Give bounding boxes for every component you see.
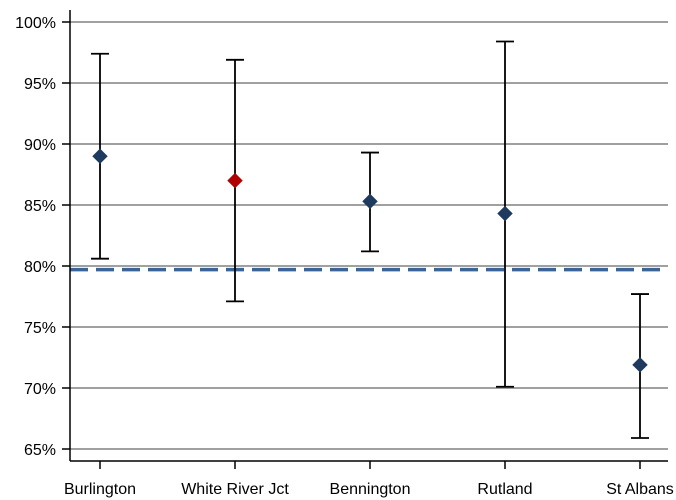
- error-bars: [91, 40, 649, 439]
- x-tick-label: Burlington: [64, 481, 136, 498]
- y-tick-label: 85%: [24, 198, 56, 215]
- x-tick-label: Rutland: [477, 481, 532, 498]
- data-point: [497, 205, 513, 222]
- data-point: [362, 193, 378, 210]
- data-point: [632, 357, 648, 373]
- x-ticks: Burlington White River Jct Bennington Rutla…: [64, 461, 674, 498]
- y-tick-label: 95%: [24, 76, 56, 93]
- y-ticks: 65% 70% 75% 80% 85% 90% 95% 100%: [15, 15, 70, 459]
- data-point: [92, 148, 108, 164]
- y-tick-label: 80%: [24, 259, 56, 276]
- data-point: [227, 172, 243, 189]
- y-tick-label: 100%: [15, 15, 56, 32]
- y-tick-label: 70%: [24, 381, 56, 398]
- y-tick-label: 75%: [24, 320, 56, 337]
- x-tick-label: White River Jct: [181, 481, 289, 498]
- x-tick-label: St Albans: [606, 481, 674, 498]
- axes: [69, 10, 668, 462]
- y-tick-label: 90%: [24, 137, 56, 154]
- x-tick-label: Bennington: [330, 481, 411, 498]
- gridlines: [70, 21, 668, 450]
- data-points: [92, 148, 648, 373]
- y-tick-label: 65%: [24, 442, 56, 459]
